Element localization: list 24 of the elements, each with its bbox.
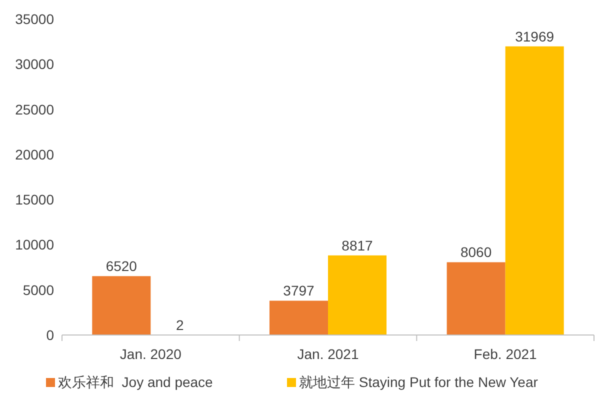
bar <box>92 276 151 335</box>
y-tick-label: 35000 <box>15 11 54 27</box>
y-tick-label: 25000 <box>15 101 54 118</box>
y-tick-label: 30000 <box>15 56 54 72</box>
y-tick-label: 5000 <box>22 282 54 298</box>
legend-label: 就地过年 Staying Put for the New Year <box>299 374 538 390</box>
bar <box>446 262 506 335</box>
y-tick-label: 10000 <box>15 236 54 253</box>
data-label: 6520 <box>106 258 138 274</box>
data-label: 31969 <box>515 28 554 44</box>
legend-label: 欢乐祥和 Joy and peace <box>58 374 214 390</box>
y-tick-label: 0 <box>46 327 54 343</box>
data-label: 8817 <box>342 237 374 254</box>
data-label: 2 <box>176 316 184 333</box>
y-tick-label: 20000 <box>15 146 54 162</box>
x-tick-label: Jan. 2021 <box>297 346 359 362</box>
bar <box>269 300 328 335</box>
data-label: 8060 <box>460 244 492 260</box>
y-tick-label: 15000 <box>15 192 54 208</box>
x-tick-label: Feb. 2021 <box>474 346 538 362</box>
bar <box>328 255 387 335</box>
data-label: 3797 <box>283 282 315 299</box>
x-tick-label: Jan. 2020 <box>120 346 182 362</box>
bar <box>505 46 564 335</box>
